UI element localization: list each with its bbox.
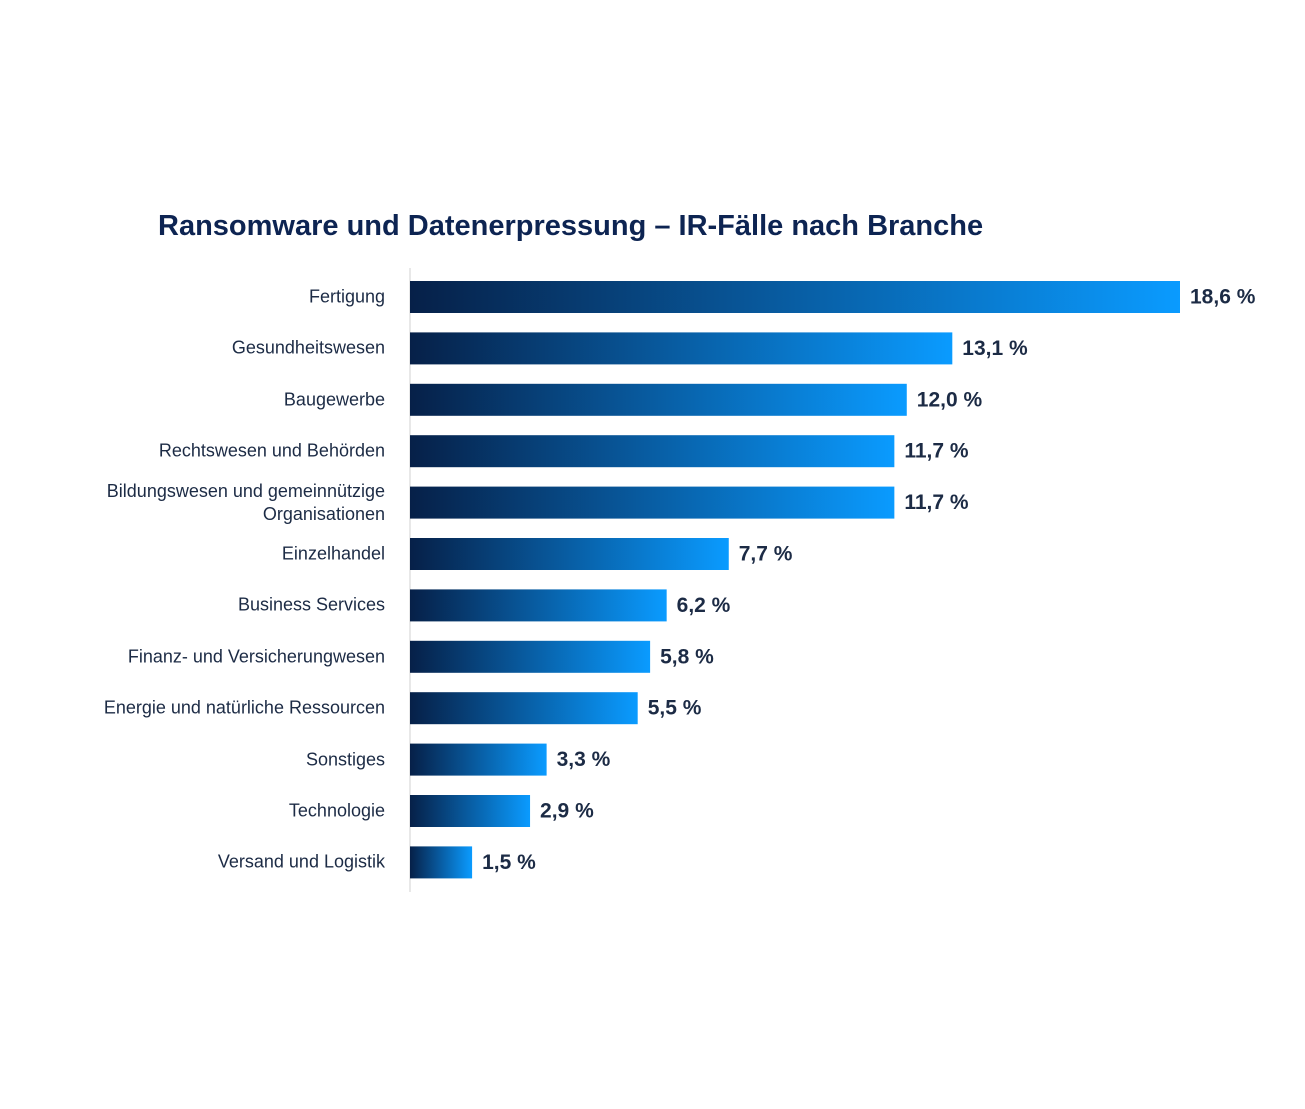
bar: [410, 589, 667, 622]
bar: [410, 486, 895, 519]
category-label: Rechtswesen und Behörden: [158, 440, 385, 461]
bar: [410, 795, 531, 827]
value-label: 6,2 %: [677, 594, 731, 617]
category-label: Gesundheitswesen: [231, 337, 385, 358]
category-label: Einzelhandel: [281, 543, 385, 564]
value-label: 5,8 %: [660, 645, 714, 668]
bar: [410, 538, 729, 570]
category-label: Sonstiges: [305, 749, 385, 770]
bar: [410, 846, 473, 879]
bar: [410, 383, 907, 416]
value-label: 5,5 %: [648, 697, 702, 720]
bar: [410, 332, 953, 365]
value-label: 12,0 %: [917, 388, 983, 411]
category-label: Baugewerbe: [283, 389, 385, 410]
value-label: 2,9 %: [540, 800, 594, 823]
value-label: 3,3 %: [557, 748, 611, 771]
category-label: Energie und natürliche Ressourcen: [103, 697, 385, 718]
bar: [410, 281, 1180, 313]
category-label: Fertigung: [308, 286, 385, 307]
value-label: 11,7 %: [904, 440, 969, 463]
category-label: Bildungswesen und gemeinnützige Organisa…: [106, 480, 385, 524]
value-label: 7,7 %: [739, 543, 793, 566]
value-label: 13,1 %: [962, 337, 1028, 360]
category-label: Versand und Logistik: [217, 851, 385, 872]
chart-title: Ransomware und Datenerpressung – IR-Fäll…: [158, 210, 984, 242]
bar: [410, 435, 895, 468]
category-label: Technologie: [288, 800, 385, 821]
value-label: 11,7 %: [904, 491, 969, 514]
bar: [410, 743, 547, 776]
value-label: 18,6 %: [1190, 286, 1256, 309]
value-label: 1,5 %: [482, 851, 536, 874]
bar: [410, 640, 651, 673]
category-label: Finanz- und Versicherungwesen: [127, 646, 385, 667]
category-label: Business Services: [237, 594, 385, 615]
bar: [410, 692, 638, 725]
